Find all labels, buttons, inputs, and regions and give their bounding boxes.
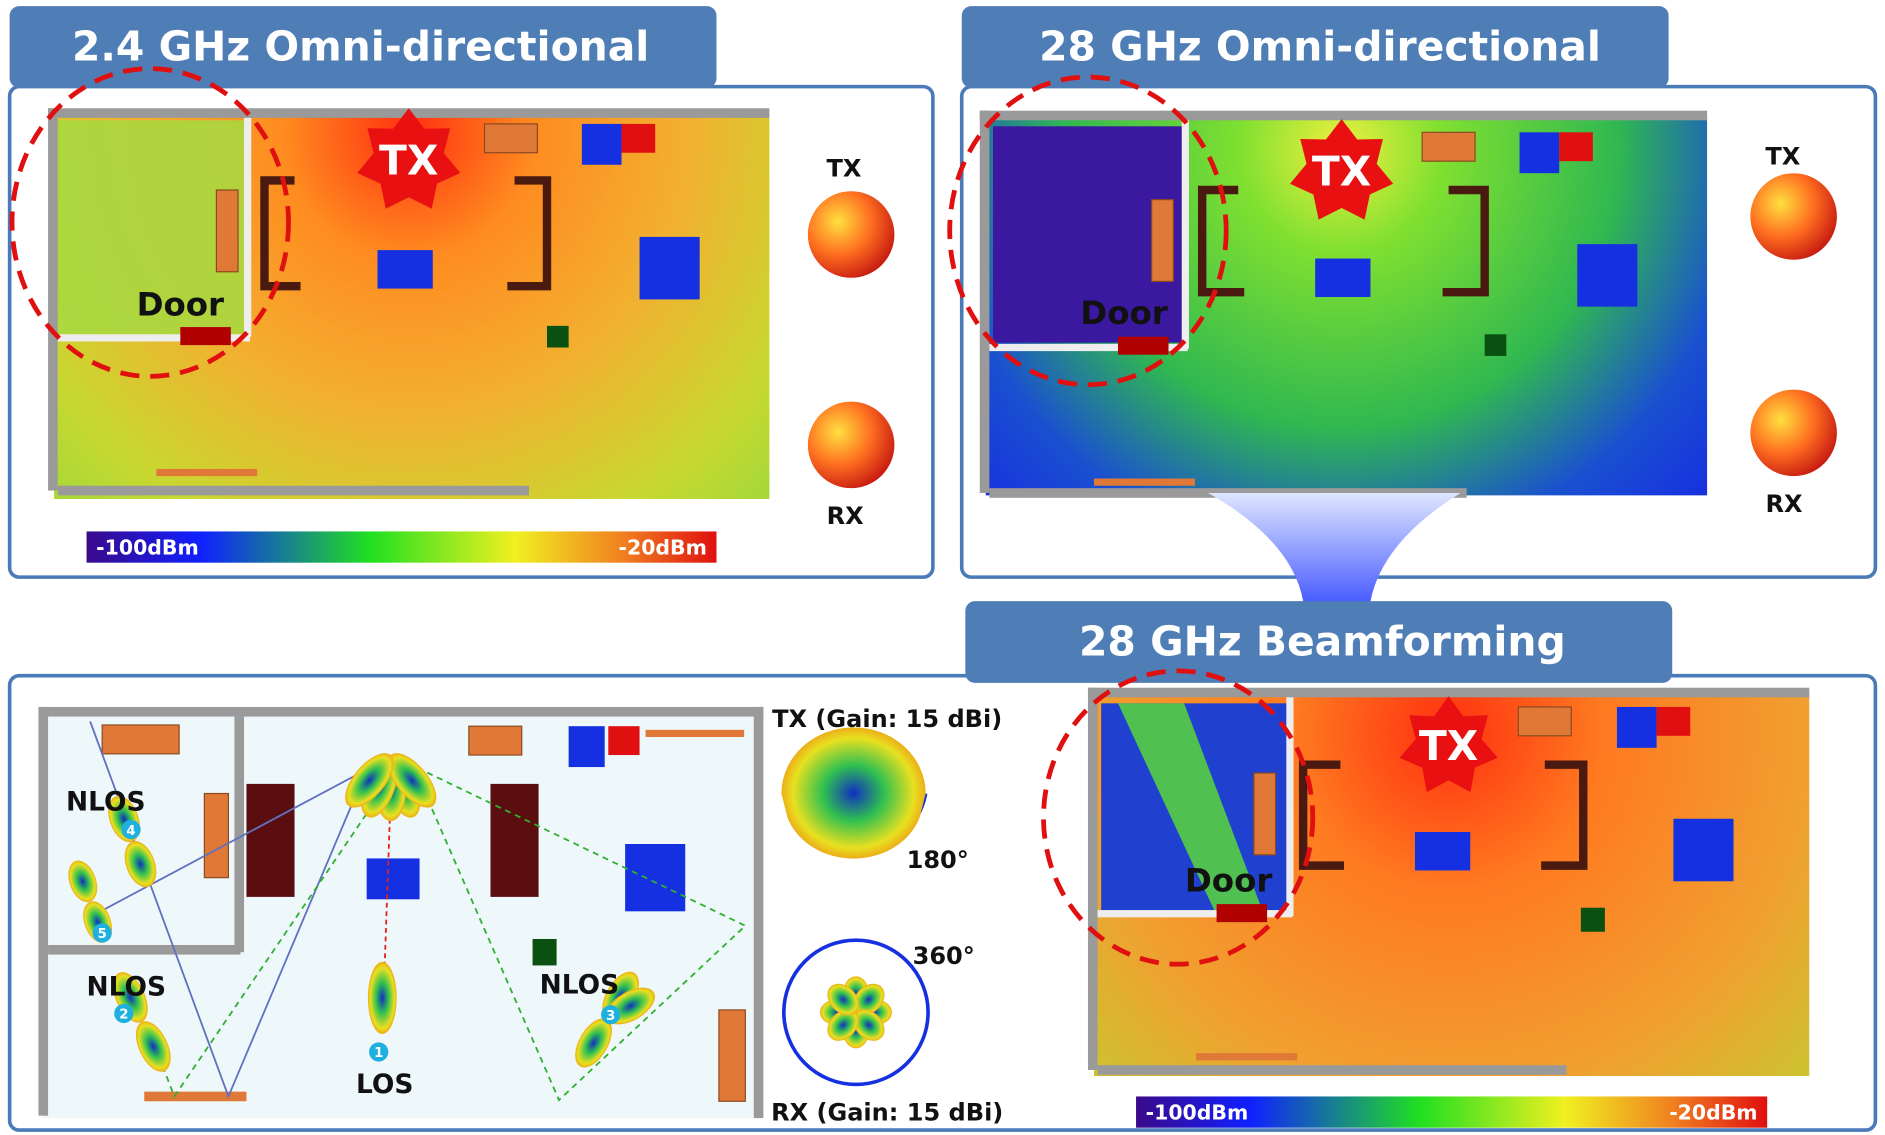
panel-title: 2.4 GHz Omni-directional	[72, 22, 649, 70]
wall	[1088, 688, 1809, 698]
antenna-pattern	[808, 191, 895, 278]
furniture	[719, 1010, 745, 1101]
furniture	[1315, 259, 1370, 297]
furniture	[1485, 334, 1507, 356]
antenna-label: RX	[827, 502, 865, 530]
antenna-label: RX	[1765, 490, 1803, 518]
tx-label: TX	[379, 137, 438, 185]
furniture	[377, 250, 432, 288]
antenna-label: TX	[826, 155, 861, 183]
door-label: Door	[1080, 294, 1168, 332]
nlos-label: NLOS	[540, 969, 620, 1000]
furniture	[156, 469, 257, 476]
furniture	[204, 794, 228, 878]
furniture	[1415, 832, 1470, 870]
furniture	[533, 939, 557, 965]
wall	[1098, 1065, 1567, 1075]
furniture	[1581, 908, 1605, 932]
gain-label: RX (Gain: 15 dBi)	[771, 1098, 1003, 1126]
door	[180, 327, 230, 345]
antenna-pattern	[1750, 173, 1837, 260]
furniture	[1196, 1053, 1297, 1060]
furniture	[1657, 707, 1691, 736]
furniture	[1617, 707, 1657, 748]
furniture	[622, 124, 656, 153]
rx-number: 1	[374, 1046, 383, 1061]
furniture	[625, 844, 685, 911]
wall	[48, 945, 240, 955]
furniture	[569, 726, 605, 767]
colorbar-min: -100dBm	[96, 535, 199, 559]
rx-number: 3	[606, 1009, 615, 1024]
nlos-label: NLOS	[66, 787, 146, 818]
furniture	[1520, 132, 1560, 173]
furniture	[1559, 132, 1593, 161]
wall	[38, 707, 763, 717]
furniture	[547, 326, 569, 348]
furniture	[1152, 200, 1174, 282]
furniture	[640, 237, 700, 300]
furniture	[1518, 707, 1571, 736]
furniture	[646, 730, 745, 737]
furniture	[1422, 132, 1475, 161]
angle-label: 180°	[907, 846, 969, 874]
door-label: Door	[137, 286, 225, 324]
wall	[58, 486, 529, 496]
door-label: Door	[1185, 861, 1273, 899]
beam-lobe	[368, 962, 397, 1034]
wall	[754, 707, 764, 1118]
wall	[48, 108, 58, 490]
wall	[980, 111, 1707, 121]
figure: 2.4 GHz Omni-directional TX Door TX RX -…	[0, 0, 1885, 1135]
page: {"panels": [ {"title": "2.4 GHz Omni-dir…	[0, 0, 1885, 1135]
wall	[244, 118, 251, 337]
wall	[1088, 688, 1098, 1070]
antenna-pattern	[808, 402, 895, 489]
furniture	[1577, 244, 1637, 307]
rx-number: 4	[126, 824, 135, 839]
furniture	[582, 124, 622, 165]
furniture	[367, 858, 420, 899]
colorbar-max: -20dBm	[1669, 1100, 1757, 1124]
rx-number: 5	[98, 927, 107, 942]
wall	[1182, 120, 1189, 348]
furniture	[246, 784, 294, 897]
furniture	[102, 725, 179, 754]
furniture	[1094, 479, 1195, 486]
colorbar-min: -100dBm	[1146, 1100, 1249, 1124]
panel-title: 28 GHz Beamforming	[1079, 617, 1566, 665]
antenna-pattern	[1750, 390, 1837, 477]
wall	[980, 111, 990, 493]
furniture	[490, 784, 538, 897]
furniture	[484, 124, 537, 153]
wall	[234, 717, 244, 953]
furniture	[216, 190, 238, 272]
door	[1217, 904, 1267, 922]
gain-label: TX (Gain: 15 dBi)	[772, 705, 1002, 733]
rx-number: 2	[119, 1008, 128, 1023]
tx-label: TX	[1419, 722, 1478, 770]
tx-label: TX	[1312, 147, 1371, 195]
furniture	[144, 1092, 246, 1102]
angle-label: 360°	[913, 942, 975, 970]
furniture	[1254, 773, 1276, 855]
antenna-label: TX	[1765, 143, 1800, 171]
wall	[38, 707, 48, 1116]
panel-title: 28 GHz Omni-directional	[1039, 22, 1601, 70]
furniture	[469, 726, 522, 755]
colorbar-max: -20dBm	[619, 535, 707, 559]
tx-pattern	[781, 727, 925, 858]
nlos-label: NLOS	[86, 972, 166, 1003]
door	[1118, 337, 1168, 355]
los-label: LOS	[356, 1069, 413, 1100]
furniture	[608, 726, 639, 755]
furniture	[1673, 819, 1733, 882]
